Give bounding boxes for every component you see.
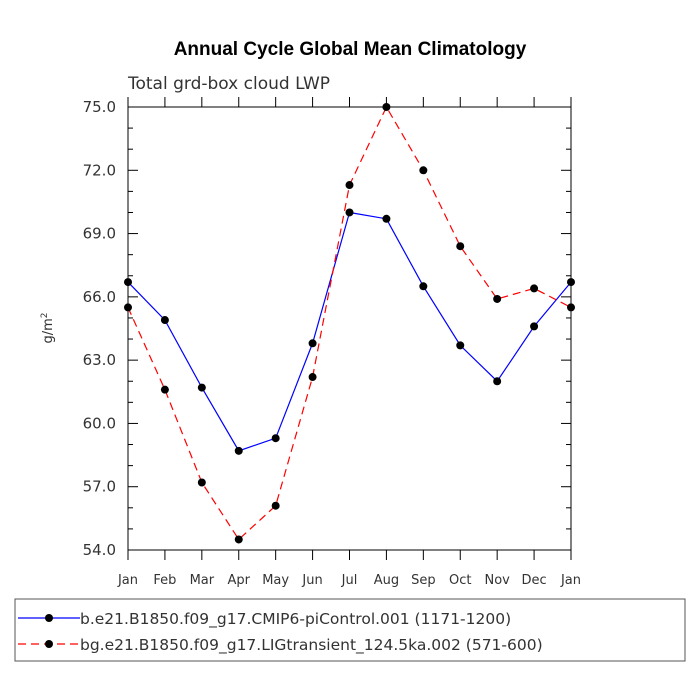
chart-subtitle: Total grd-box cloud LWP <box>127 74 330 94</box>
x-tick-label: Jul <box>341 573 358 588</box>
x-tick-label: Feb <box>153 573 176 588</box>
x-tick-label: Apr <box>228 573 251 588</box>
series-2-point <box>234 535 243 544</box>
y-tick-label: 75.0 <box>83 98 116 116</box>
legend-marker-1 <box>45 614 53 622</box>
y-tick-label: 63.0 <box>83 351 116 369</box>
series-1-point <box>345 208 354 217</box>
series-2-point <box>271 501 280 510</box>
series-layer <box>124 103 575 544</box>
plot-frame <box>127 106 572 551</box>
y-tick-label: 54.0 <box>83 541 116 559</box>
series-2-point <box>567 303 575 312</box>
series-2-point <box>530 284 539 293</box>
x-tick-label: Nov <box>484 573 510 588</box>
x-tick-label: Jun <box>301 573 322 588</box>
x-tick-label: May <box>262 573 289 588</box>
legend-marker-2 <box>45 640 53 648</box>
x-tick-label: Sep <box>411 573 436 588</box>
series-2-point <box>382 103 391 111</box>
x-tick-label: Mar <box>190 573 215 588</box>
series-2-point <box>197 478 206 487</box>
y-axis: 54.0 57.0 60.0 63.0 66.0 69.0 72.0 75.0 <box>83 98 571 559</box>
series-2-point <box>308 373 317 382</box>
series-2-point <box>419 166 428 175</box>
series-1-point <box>271 434 280 443</box>
series-2-point <box>493 294 502 303</box>
series-1-point <box>197 383 206 392</box>
y-tick-label: 57.0 <box>83 478 116 496</box>
legend-box <box>14 598 686 662</box>
series-1-point <box>456 341 465 350</box>
x-tick-label: Jan <box>560 573 581 588</box>
y-tick-label: 60.0 <box>83 414 116 432</box>
series-1-point <box>567 278 575 287</box>
series-1-point <box>493 377 502 386</box>
series-1-point <box>419 282 428 291</box>
series-2-point <box>124 303 132 312</box>
y-tick-label: 66.0 <box>83 288 116 306</box>
x-tick-label: Dec <box>522 573 547 588</box>
x-tick-label: Aug <box>374 573 399 588</box>
y-axis-label: g/m2 <box>40 312 56 343</box>
y-tick-label: 72.0 <box>83 161 116 179</box>
series-1-point <box>124 278 132 287</box>
series-1-point <box>308 339 317 348</box>
series-2-point <box>456 242 465 251</box>
series-1-point <box>160 316 169 325</box>
series-1-point <box>382 214 391 223</box>
x-tick-label: Jan <box>117 573 138 588</box>
y-tick-label: 69.0 <box>83 225 116 243</box>
series-2-point <box>160 385 169 394</box>
series-1-point <box>530 322 539 331</box>
chart-title: Annual Cycle Global Mean Climatology <box>174 39 527 60</box>
x-axis: Jan Feb Mar Apr May Jun Jul Aug Sep Oct Nov Dec Jan <box>117 97 581 588</box>
x-tick-label: Oct <box>449 573 471 588</box>
series-2-point <box>345 181 354 190</box>
series-1-point <box>234 446 243 455</box>
legend: b.e21.B1850.f09_g17.CMIP6-piControl.001 … <box>18 610 543 655</box>
series-line-2 <box>127 105 572 541</box>
series-line-1 <box>127 211 572 452</box>
legend-label-2: bg.e21.B1850.f09_g17.LIGtransient_124.5k… <box>80 636 543 655</box>
legend-label-1: b.e21.B1850.f09_g17.CMIP6-piControl.001 … <box>80 610 511 629</box>
